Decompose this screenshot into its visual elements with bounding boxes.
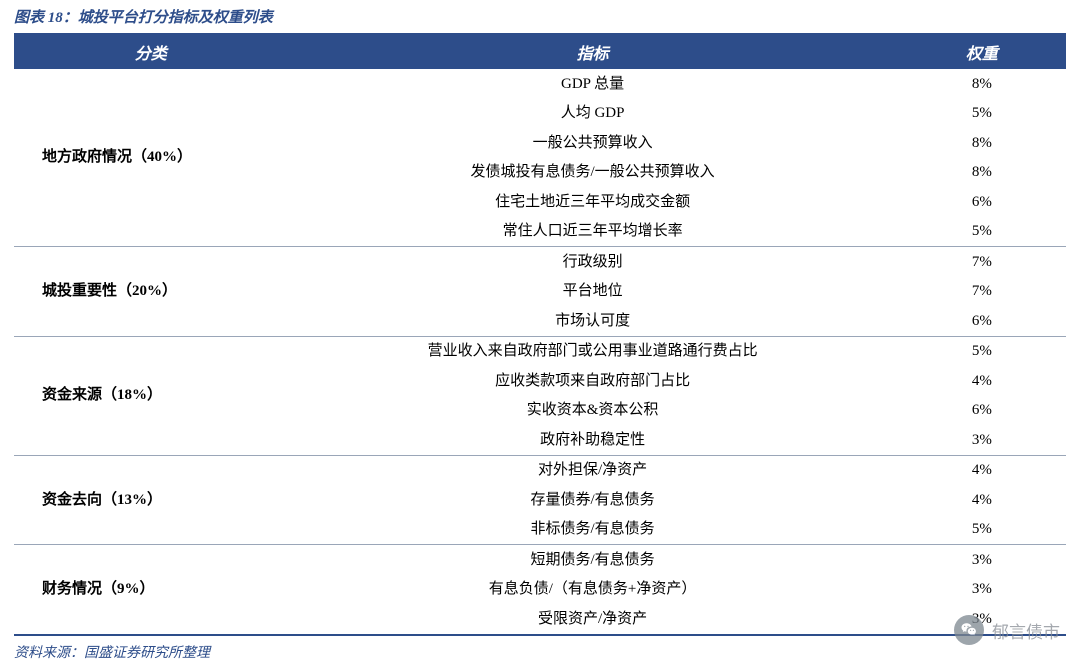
- table-row: 资金来源（18%）营业收入来自政府部门或公用事业道路通行费占比5%: [14, 336, 1066, 366]
- table-group: 地方政府情况（40%）GDP 总量8%人均 GDP5%一般公共预算收入8%发债城…: [14, 69, 1066, 247]
- weight-cell: 6%: [898, 306, 1066, 336]
- indicator-cell: 受限资产/净资产: [288, 604, 898, 635]
- indicator-cell: 存量债券/有息债务: [288, 485, 898, 515]
- category-cell: 城投重要性（20%）: [14, 247, 288, 336]
- weight-cell: 4%: [898, 366, 1066, 396]
- weight-cell: 6%: [898, 187, 1066, 217]
- indicator-cell: 有息负债/（有息债务+净资产）: [288, 575, 898, 605]
- table-group: 资金去向（13%）对外担保/净资产4%存量债券/有息债务4%非标债务/有息债务5…: [14, 455, 1066, 545]
- weight-cell: 4%: [898, 485, 1066, 515]
- figure-title: 图表 18：城投平台打分指标及权重列表: [14, 6, 1066, 27]
- figure-number: 图表 18：: [14, 10, 78, 26]
- table-header-row: 分类 指标 权重: [14, 34, 1066, 69]
- weight-cell: 3%: [898, 425, 1066, 455]
- weight-cell: 7%: [898, 277, 1066, 307]
- indicator-cell: 常住人口近三年平均增长率: [288, 217, 898, 247]
- weight-cell: 5%: [898, 99, 1066, 129]
- indicator-cell: 政府补助稳定性: [288, 425, 898, 455]
- weight-cell: 6%: [898, 396, 1066, 426]
- table-row: 资金去向（13%）对外担保/净资产4%: [14, 455, 1066, 485]
- weight-cell: 3%: [898, 575, 1066, 605]
- indicator-cell: 行政级别: [288, 247, 898, 277]
- weight-cell: 8%: [898, 158, 1066, 188]
- table-row: 地方政府情况（40%）GDP 总量8%: [14, 69, 1066, 99]
- indicator-cell: 应收类款项来自政府部门占比: [288, 366, 898, 396]
- table-group: 城投重要性（20%）行政级别7%平台地位7%市场认可度6%: [14, 247, 1066, 337]
- header-weight: 权重: [898, 34, 1066, 69]
- indicator-cell: 一般公共预算收入: [288, 128, 898, 158]
- watermark: 郁言债市: [954, 615, 1060, 645]
- header-category: 分类: [14, 34, 288, 69]
- table-group: 资金来源（18%）营业收入来自政府部门或公用事业道路通行费占比5%应收类款项来自…: [14, 336, 1066, 455]
- weight-cell: 5%: [898, 217, 1066, 247]
- indicator-cell: 非标债务/有息债务: [288, 515, 898, 545]
- indicator-cell: 人均 GDP: [288, 99, 898, 129]
- table-group: 财务情况（9%）短期债务/有息债务3%有息负债/（有息债务+净资产）3%受限资产…: [14, 545, 1066, 635]
- category-cell: 资金去向（13%）: [14, 455, 288, 544]
- indicator-cell: 发债城投有息债务/一般公共预算收入: [288, 158, 898, 188]
- weight-cell: 8%: [898, 69, 1066, 99]
- indicator-cell: 住宅土地近三年平均成交金额: [288, 187, 898, 217]
- figure-title-text: 城投平台打分指标及权重列表: [78, 10, 273, 26]
- indicator-cell: 对外担保/净资产: [288, 455, 898, 485]
- weight-cell: 3%: [898, 545, 1066, 575]
- indicator-cell: GDP 总量: [288, 69, 898, 99]
- category-cell: 地方政府情况（40%）: [14, 69, 288, 246]
- header-indicator: 指标: [288, 34, 898, 69]
- table-row: 财务情况（9%）短期债务/有息债务3%: [14, 545, 1066, 575]
- weight-cell: 4%: [898, 455, 1066, 485]
- indicator-cell: 营业收入来自政府部门或公用事业道路通行费占比: [288, 336, 898, 366]
- weight-cell: 5%: [898, 515, 1066, 545]
- weight-cell: 8%: [898, 128, 1066, 158]
- indicator-cell: 市场认可度: [288, 306, 898, 336]
- data-source: 资料来源：国盛证券研究所整理: [14, 642, 1066, 662]
- wechat-icon: [954, 615, 984, 645]
- category-cell: 财务情况（9%）: [14, 545, 288, 635]
- table-row: 城投重要性（20%）行政级别7%: [14, 247, 1066, 277]
- weight-cell: 7%: [898, 247, 1066, 277]
- weight-cell: 5%: [898, 336, 1066, 366]
- scoring-table: 分类 指标 权重 地方政府情况（40%）GDP 总量8%人均 GDP5%一般公共…: [14, 33, 1066, 636]
- indicator-cell: 平台地位: [288, 277, 898, 307]
- indicator-cell: 短期债务/有息债务: [288, 545, 898, 575]
- category-cell: 资金来源（18%）: [14, 336, 288, 455]
- indicator-cell: 实收资本&资本公积: [288, 396, 898, 426]
- watermark-text: 郁言债市: [992, 618, 1060, 643]
